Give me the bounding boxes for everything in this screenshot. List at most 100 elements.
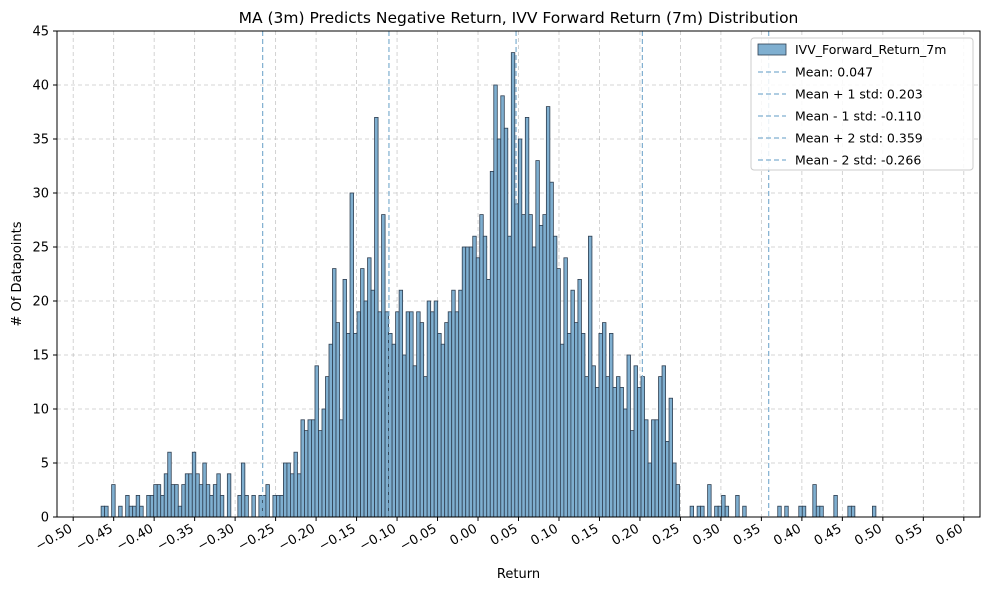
histogram-bar bbox=[651, 419, 656, 518]
x-tick-label: 0.60 bbox=[933, 521, 966, 548]
histogram-bar bbox=[118, 505, 123, 518]
y-tick-label: 5 bbox=[41, 457, 49, 472]
histogram-bar bbox=[170, 484, 176, 518]
histogram-bar bbox=[637, 386, 642, 518]
histogram-bar bbox=[658, 376, 663, 518]
histogram-bar bbox=[283, 462, 288, 518]
histogram-bar bbox=[437, 332, 442, 518]
x-tick-label: 0.55 bbox=[893, 521, 926, 548]
histogram-bar bbox=[163, 473, 169, 518]
histogram-bar bbox=[339, 419, 344, 518]
x-tick-label: −0.25 bbox=[236, 521, 278, 554]
histogram-bar bbox=[644, 419, 649, 518]
histogram-bar bbox=[444, 322, 449, 518]
histogram-bar bbox=[496, 138, 502, 518]
histogram-bar bbox=[538, 224, 544, 518]
histogram-bar bbox=[552, 235, 558, 518]
histogram-bar bbox=[391, 343, 397, 518]
histogram-bar bbox=[405, 311, 411, 518]
histogram-bar bbox=[184, 473, 190, 518]
histogram-bar bbox=[381, 214, 386, 518]
histogram-bar bbox=[307, 419, 312, 518]
histogram-bar bbox=[167, 451, 172, 518]
histogram-bar bbox=[602, 322, 607, 518]
histogram-bar bbox=[528, 214, 533, 518]
y-tick-label: 40 bbox=[32, 79, 49, 94]
histogram-bar bbox=[777, 505, 782, 518]
histogram-bar bbox=[588, 235, 593, 518]
histogram-bar bbox=[696, 505, 702, 518]
histogram-bar bbox=[377, 311, 382, 518]
histogram-bar bbox=[612, 386, 617, 518]
histogram-bar bbox=[219, 494, 225, 518]
x-tick-label: 0.05 bbox=[488, 521, 521, 548]
y-tick-label: 20 bbox=[32, 295, 49, 310]
histogram-bar bbox=[510, 52, 516, 518]
histogram-bar bbox=[342, 278, 347, 518]
legend-entry: Mean - 2 std: -0.266 bbox=[795, 153, 921, 168]
histogram-bar bbox=[742, 505, 747, 518]
histogram-bar bbox=[356, 311, 361, 518]
histogram-bar bbox=[297, 473, 302, 518]
histogram-bar bbox=[574, 322, 579, 518]
histogram-bar bbox=[423, 376, 428, 518]
histogram-bar bbox=[433, 300, 439, 518]
histogram-bar bbox=[472, 235, 477, 518]
histogram-bar bbox=[458, 289, 463, 518]
histogram-bar bbox=[226, 473, 232, 518]
histogram-bar bbox=[707, 484, 712, 518]
histogram-bar bbox=[321, 408, 326, 518]
histogram-bar bbox=[370, 289, 375, 518]
histogram-bar bbox=[174, 484, 179, 518]
histogram-bar bbox=[416, 311, 421, 518]
histogram-bar bbox=[542, 214, 547, 518]
x-tick-label: 0.50 bbox=[852, 521, 885, 548]
histogram-bar bbox=[360, 268, 365, 518]
histogram-bar bbox=[240, 462, 246, 518]
histogram-bar bbox=[493, 84, 498, 518]
histogram-bar bbox=[500, 95, 505, 518]
histogram-bar bbox=[833, 494, 838, 518]
histogram-bar bbox=[325, 376, 330, 518]
histogram-bar bbox=[198, 484, 204, 518]
legend: IVV_Forward_Return_7m Mean: 0.047 Mean + 1… bbox=[750, 37, 974, 171]
histogram-bar bbox=[374, 117, 379, 518]
histogram-bar bbox=[212, 484, 218, 518]
histogram-bar bbox=[479, 214, 484, 518]
histogram-bar bbox=[798, 505, 803, 518]
histogram-bar bbox=[819, 505, 824, 518]
histogram-bar bbox=[665, 440, 670, 518]
histogram-bar bbox=[332, 268, 337, 518]
histogram-bar bbox=[700, 505, 705, 518]
histogram-bar bbox=[735, 494, 740, 518]
histogram-bar bbox=[454, 311, 460, 518]
histogram-bar bbox=[847, 505, 852, 518]
histogram-bar bbox=[465, 246, 470, 518]
histogram-bar bbox=[128, 505, 134, 518]
x-tick-label: 0.30 bbox=[690, 521, 723, 548]
histogram-bar bbox=[595, 386, 600, 518]
histogram-bar bbox=[524, 117, 530, 518]
histogram-bar bbox=[300, 419, 305, 518]
y-tick-label: 45 bbox=[32, 25, 49, 40]
histogram-bar bbox=[812, 484, 817, 518]
histogram-bar bbox=[570, 289, 575, 518]
histogram-bar bbox=[100, 505, 106, 518]
x-tick-label: 0.15 bbox=[569, 521, 602, 548]
histogram-bar bbox=[717, 505, 723, 518]
y-tick-label: 10 bbox=[32, 403, 49, 418]
histogram-bar bbox=[304, 430, 309, 518]
histogram-bar bbox=[584, 376, 589, 518]
histogram-bar bbox=[486, 278, 491, 518]
histogram-bar bbox=[146, 494, 151, 518]
histogram-bar bbox=[461, 246, 467, 518]
histogram-bar bbox=[272, 494, 277, 518]
histogram-bar bbox=[205, 484, 211, 518]
y-tick-label: 0 bbox=[41, 511, 49, 526]
histogram-bar bbox=[447, 311, 453, 518]
histogram-bar bbox=[153, 484, 158, 518]
x-tick-label: −0.30 bbox=[195, 521, 237, 554]
histogram-bar bbox=[293, 451, 298, 518]
histogram-bar bbox=[318, 430, 323, 518]
histogram-bar bbox=[181, 484, 186, 518]
